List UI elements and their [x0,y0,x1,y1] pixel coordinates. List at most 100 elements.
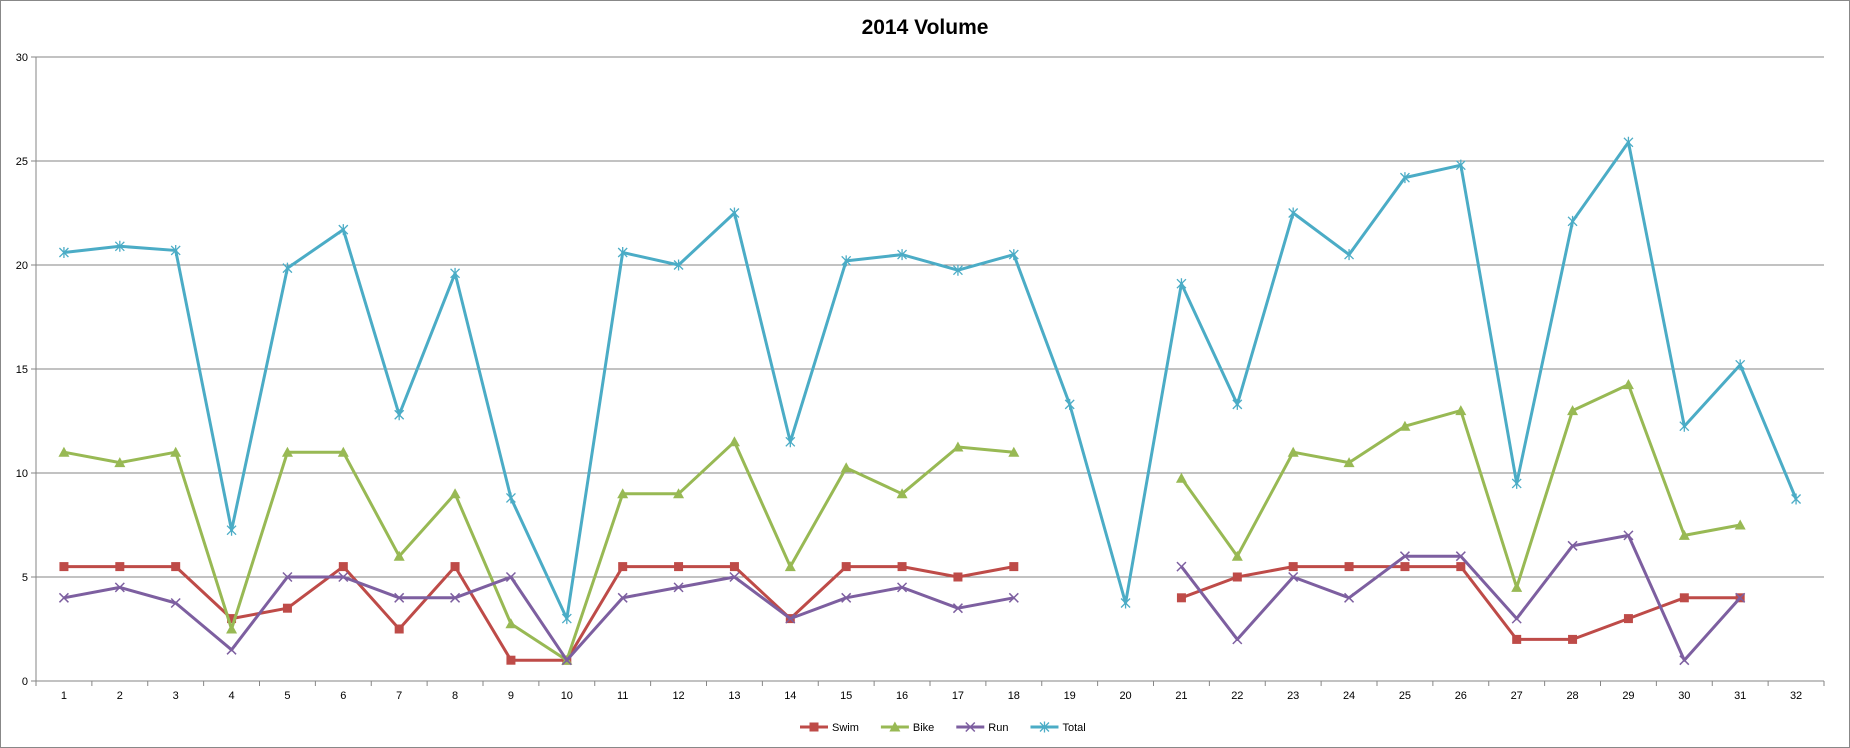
data-point-x [673,582,684,593]
data-point-triangle [505,618,517,629]
data-point-star [505,492,516,504]
x-tick-label: 6 [340,690,346,702]
data-point-square [115,562,125,572]
x-tick-label: 9 [508,690,514,702]
x-tick-label: 2 [117,690,123,702]
data-point-triangle [58,446,70,457]
data-point-star [1511,477,1522,489]
data-point-star [952,264,963,276]
data-point-star [338,224,349,236]
data-point-triangle [1343,457,1355,468]
data-point-x [617,592,628,603]
series-line [63,533,1742,662]
data-point-star [1176,278,1187,290]
x-tick-label: 28 [1566,690,1578,702]
data-point-x [1455,551,1466,562]
data-point-star [226,524,237,536]
y-tick-label: 15 [16,364,28,376]
data-point-square [1623,614,1633,624]
x-tick-label: 23 [1287,690,1299,702]
y-tick-label: 30 [16,52,28,64]
data-point-square [618,562,628,572]
legend-label: Run [988,722,1008,734]
data-point-star [1039,721,1050,733]
data-point-star [1623,136,1634,148]
data-point-star [1344,249,1355,261]
data-point-square [1400,562,1410,572]
data-point-triangle [1287,446,1299,457]
data-point-star [1008,249,1019,261]
x-tick-label: 19 [1064,690,1076,702]
x-tick-label: 32 [1790,690,1802,702]
data-point-square [1344,562,1354,572]
y-tick-label: 10 [16,468,28,480]
x-tick-label: 26 [1455,690,1467,702]
data-point-triangle [1678,529,1690,540]
data-point-triangle [281,446,293,457]
data-point-star [1399,172,1410,184]
data-point-triangle [393,550,405,561]
data-point-x [561,655,572,666]
x-tick-label: 13 [728,690,740,702]
series-line [63,140,1798,621]
x-tick-label: 16 [896,690,908,702]
data-point-x [1232,634,1243,645]
data-point-square [897,562,907,572]
data-point-x [1344,592,1355,603]
data-point-star [561,613,572,625]
data-point-x [338,571,349,583]
x-tick-label: 3 [173,690,179,702]
series-bike [58,379,1746,665]
data-point-square [282,603,292,613]
x-tick-label: 12 [672,690,684,702]
x-tick-label: 27 [1511,690,1523,702]
data-point-triangle [1399,420,1411,431]
data-point-triangle [1008,446,1020,457]
data-point-triangle [449,488,461,499]
x-tick-label: 11 [617,690,628,702]
data-point-triangle [1511,581,1523,592]
data-point-star [785,436,796,448]
data-point-triangle [337,446,349,457]
x-tick-label: 5 [284,690,290,702]
data-point-x [450,592,461,603]
data-point-triangle [673,488,685,499]
data-point-square [59,562,69,572]
data-point-star [114,240,125,252]
data-point-x [897,582,908,593]
data-point-star [617,247,628,259]
data-point-star [170,244,181,256]
data-point-star [729,207,740,219]
data-point-square [1568,634,1578,644]
data-point-star [1567,215,1578,227]
data-point-square [227,614,237,624]
x-tick-label: 25 [1399,690,1411,702]
data-point-star [1735,359,1746,371]
legend-item-total: Total [1030,721,1086,734]
x-tick-label: 24 [1343,690,1355,702]
data-point-triangle [1734,519,1746,530]
series-total [58,136,1802,625]
data-point-star [1064,398,1075,410]
data-point-triangle [1231,550,1243,561]
data-point-star [1679,420,1690,432]
data-point-x [1567,540,1578,551]
data-point-star [1455,159,1466,171]
data-point-square [953,572,963,582]
data-point-star [282,262,293,274]
x-tick-label: 22 [1231,690,1243,702]
data-point-x [1623,530,1634,541]
legend-item-run: Run [956,721,1008,734]
x-tick-label: 18 [1008,690,1020,702]
series-swim [59,562,1745,665]
legend-item-bike: Bike [880,721,934,734]
data-point-x [226,644,237,655]
data-point-triangle [952,441,964,452]
legend-label: Swim [832,722,859,734]
x-tick-label: 8 [452,690,458,702]
data-point-star [1288,207,1299,219]
data-point-square [729,562,739,572]
data-point-triangle [1567,405,1579,416]
data-point-x [952,603,963,614]
y-tick-label: 5 [22,572,28,584]
